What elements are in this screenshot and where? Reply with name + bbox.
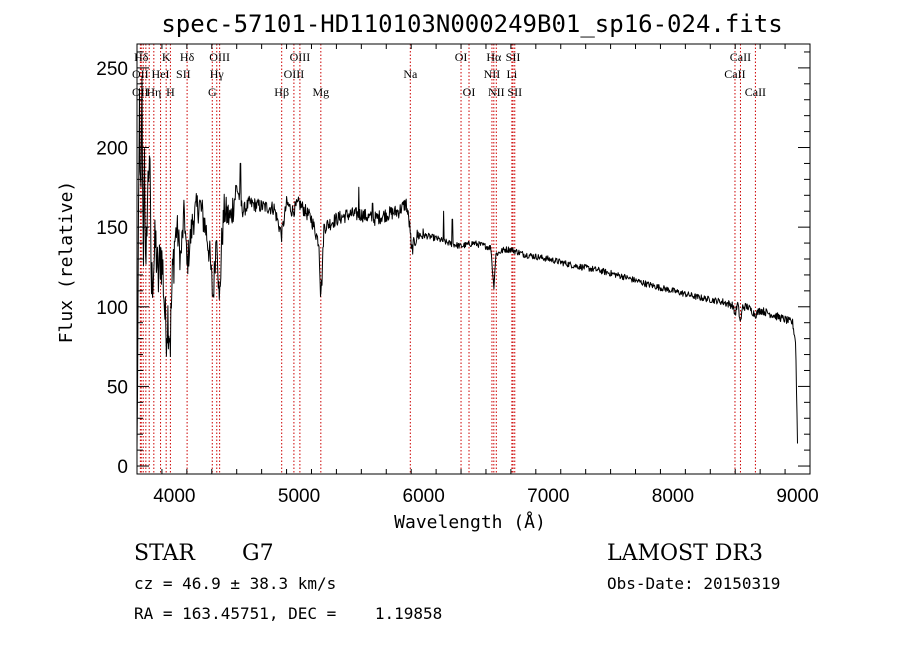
coordinates: RA = 163.45751, DEC = 1.19858 (134, 604, 442, 623)
x-tick-label: 5000 (278, 486, 320, 507)
line-label: OIII (209, 50, 230, 64)
line-label: SII (506, 50, 521, 64)
x-tick-label: 6000 (403, 486, 445, 507)
y-tick-label: 150 (96, 218, 128, 239)
line-label: OIII (284, 67, 305, 81)
survey-name: LAMOST DR3 (607, 541, 763, 566)
line-label: NII (488, 85, 505, 99)
x-tick-label: 7000 (527, 486, 569, 507)
spectrum-series (136, 76, 798, 449)
line-label: Na (403, 67, 418, 81)
x-tick-label: 9000 (776, 486, 818, 507)
line-label: OII (132, 67, 149, 81)
redshift-value: cz = 46.9 ± 38.3 km/s (134, 574, 336, 593)
line-label: Hγ (210, 67, 225, 81)
line-label: G (208, 85, 217, 99)
line-label: SII (176, 67, 191, 81)
line-label: OI (463, 85, 476, 99)
line-label: OI (455, 50, 468, 64)
chart-title: spec-57101-HD110103N000249B01_sp16-024.f… (161, 10, 782, 38)
y-tick-label: 50 (107, 377, 128, 398)
obs-date: Obs-Date: 20150319 (607, 574, 780, 593)
line-label: OIII (290, 50, 311, 64)
line-label: H (166, 85, 175, 99)
line-label: Mg (312, 85, 329, 99)
x-axis-ticks: 4000 5000 6000 7000 8000 9000 (136, 44, 819, 507)
line-markers (139, 44, 756, 474)
line-label: OII (132, 85, 149, 99)
line-label: Hη (146, 85, 161, 99)
object-class: STAR (134, 541, 196, 566)
y-tick-label: 0 (117, 457, 128, 478)
spectrum-line (136, 76, 798, 449)
y-axis-ticks: 0 50 100 150 200 250 (96, 51, 810, 478)
line-label: SII (507, 85, 522, 99)
object-subclass: G7 (242, 541, 274, 566)
y-tick-label: 250 (96, 59, 128, 80)
line-label: Hδ (134, 50, 149, 64)
line-label: Hβ (274, 85, 289, 99)
plot-frame (136, 43, 811, 475)
line-label: CaII (745, 85, 766, 99)
line-label: Li (507, 67, 518, 81)
line-label: Hα (486, 50, 502, 64)
line-label: CaII (730, 50, 751, 64)
y-tick-label: 200 (96, 139, 128, 160)
line-label: K (162, 50, 171, 64)
line-label: HeI (152, 67, 170, 81)
y-axis-label: Flux (relative) (56, 181, 77, 344)
x-tick-label: 8000 (652, 486, 694, 507)
line-labels: Hδ K Hδ OIII OIII OI Hα SII CaII OII HeI SII Hγ OIII N… (132, 50, 766, 99)
line-label: Hδ (180, 50, 195, 64)
y-tick-label: 100 (96, 298, 128, 319)
x-tick-label: 4000 (153, 486, 195, 507)
line-label: NII (484, 67, 501, 81)
line-label: CaII (724, 67, 745, 81)
x-axis-label: Wavelength (Å) (394, 511, 546, 533)
